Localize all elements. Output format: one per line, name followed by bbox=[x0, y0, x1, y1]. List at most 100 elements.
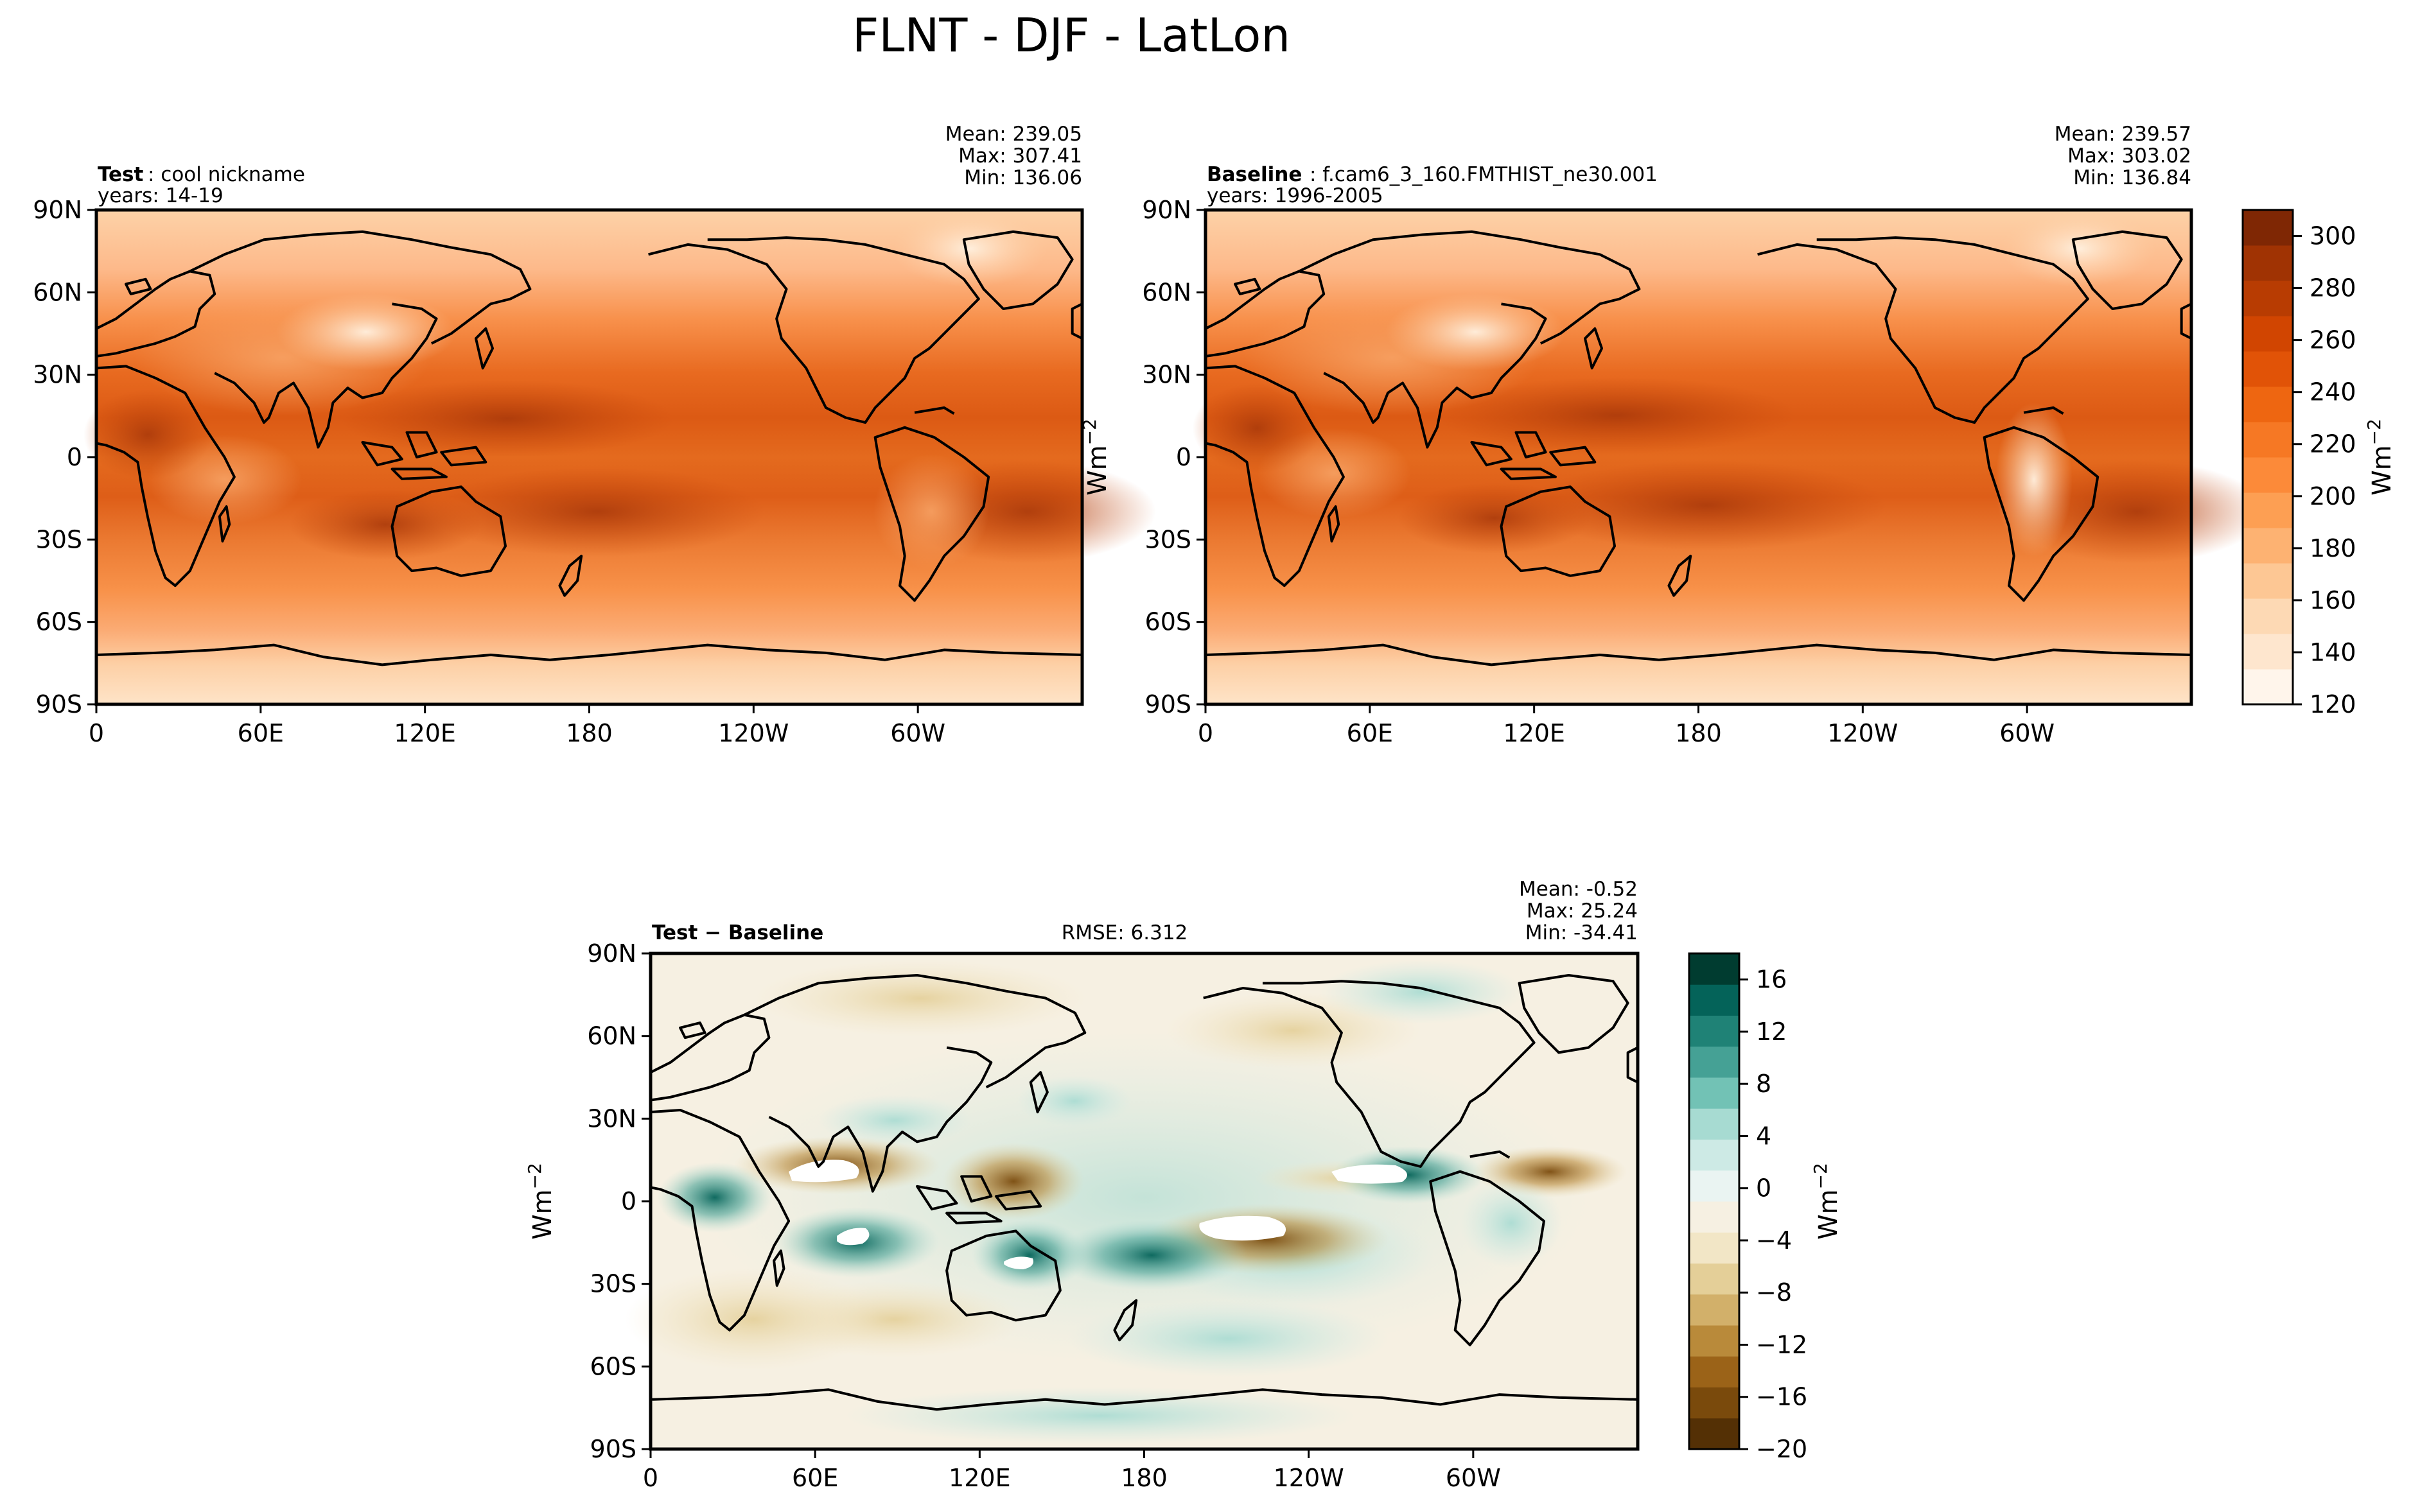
colorbar-segment bbox=[1689, 984, 1739, 1016]
baseline-panel: 90N 60N 30N 0 30S 60S 90S 0 60E 120E 180 120W 60W B… bbox=[1079, 123, 2265, 747]
colorbar-segment bbox=[2243, 281, 2293, 317]
svg-text:Wm−2: Wm−2 bbox=[524, 1163, 557, 1240]
lon-tick-label: 120E bbox=[1503, 719, 1565, 747]
lon-tick-label: 60E bbox=[1347, 719, 1393, 747]
colorbar-segment bbox=[2243, 634, 2293, 670]
test-label-bold: Test bbox=[98, 163, 144, 186]
lon-tick-label: 0 bbox=[643, 1464, 658, 1492]
colorbar-segment bbox=[2243, 210, 2293, 246]
baseline-label-bold: Baseline bbox=[1207, 163, 1302, 186]
diff-lat-ticks: 90N 60N 30N 0 30S 60S 90S bbox=[587, 939, 651, 1463]
colorbar-tick-label: 16 bbox=[1756, 966, 1787, 994]
lon-tick-label: 180 bbox=[1121, 1464, 1168, 1492]
lat-tick-label: 0 bbox=[1176, 443, 1191, 471]
test-lon-ticks: 0 60E 120E 180 120W 60W bbox=[89, 704, 945, 747]
lon-tick-label: 180 bbox=[566, 719, 613, 747]
diff-stat-max: Max: 25.24 bbox=[1527, 899, 1638, 923]
diff-ylabel-sup: −2 bbox=[524, 1163, 545, 1189]
diff-colorbar-label-text: Wm bbox=[1814, 1189, 1843, 1240]
colorbar-tick-label: 240 bbox=[2310, 378, 2356, 406]
colorbar-tick-label: −16 bbox=[1756, 1383, 1807, 1411]
colorbar-segment bbox=[1689, 1263, 1739, 1295]
colorbar-segment bbox=[1689, 1418, 1739, 1450]
lon-tick-label: 120W bbox=[1274, 1464, 1344, 1492]
colorbar-tick-label: 8 bbox=[1756, 1070, 1771, 1098]
test-panel: 90N 60N 30N 0 30S 60S 90S 0 60E 120E 180 120W 60W T… bbox=[33, 123, 1156, 747]
lat-tick-label: 0 bbox=[67, 443, 82, 471]
colorbar-segment bbox=[2243, 492, 2293, 528]
lon-tick-label: 60W bbox=[1446, 1464, 1501, 1492]
test-field bbox=[83, 210, 1156, 704]
diff-label: Test − Baseline bbox=[652, 921, 823, 944]
baseline-label-rest: : f.cam6_3_160.FMTHIST_ne30.001 bbox=[1310, 163, 1658, 186]
colorbar-tick-label: 280 bbox=[2310, 274, 2356, 302]
colorbar-segment bbox=[1689, 1232, 1739, 1264]
colorbar-tick-label: 220 bbox=[2310, 430, 2356, 458]
colorbar-segment bbox=[2243, 457, 2293, 493]
lat-tick-label: 30N bbox=[1142, 361, 1191, 389]
colorbar-segment bbox=[1689, 1139, 1739, 1171]
colorbar-tick-label: 140 bbox=[2310, 638, 2356, 666]
baseline-stat-max: Max: 303.02 bbox=[2067, 144, 2191, 168]
baseline-stat-mean: Mean: 239.57 bbox=[2055, 123, 2191, 146]
lon-tick-label: 0 bbox=[1198, 719, 1213, 747]
baseline-lat-ticks: 90N 60N 30N 0 30S 60S 90S bbox=[1142, 196, 1206, 718]
baseline-field bbox=[1193, 210, 2265, 704]
lat-tick-label: 60N bbox=[587, 1022, 636, 1050]
main-colorbar-label-text: Wm bbox=[2367, 445, 2397, 496]
lon-tick-label: 120W bbox=[1827, 719, 1898, 747]
baseline-stat-min: Min: 136.84 bbox=[2073, 166, 2191, 189]
lon-tick-label: 120W bbox=[718, 719, 789, 747]
main-colorbar-ticks: 300 280 260 240 220 200 180 160 140 120 bbox=[2293, 222, 2356, 718]
diff-panel: 90N 60N 30N 0 30S 60S 90S 0 60E 120E 180 120W 60W T… bbox=[524, 878, 1640, 1492]
diff-lon-ticks: 0 60E 120E 180 120W 60W bbox=[643, 1449, 1501, 1492]
colorbar-segment bbox=[2243, 316, 2293, 352]
colorbar-segment bbox=[2243, 387, 2293, 422]
lat-tick-label: 30S bbox=[1145, 525, 1191, 553]
figure-title: FLNT - DJF - LatLon bbox=[852, 8, 1290, 62]
colorbar-segment bbox=[1689, 953, 1739, 985]
main-colorbar-label: Wm−2 bbox=[2363, 419, 2397, 496]
colorbar-tick-label: 160 bbox=[2310, 586, 2356, 614]
lon-tick-label: 0 bbox=[89, 719, 104, 747]
colorbar-tick-label: 0 bbox=[1756, 1174, 1771, 1203]
diff-ylabel-text: Wm bbox=[528, 1189, 557, 1240]
colorbar-segment bbox=[1689, 1356, 1739, 1387]
lat-tick-label: 90N bbox=[1142, 196, 1191, 224]
test-subtitle: years: 14-19 bbox=[98, 184, 224, 207]
test-label-rest: : cool nickname bbox=[148, 163, 305, 186]
main-colorbar: 300 280 260 240 220 200 180 160 140 120 Wm−2 bbox=[2241, 209, 2397, 718]
diff-stat-mean: Mean: -0.52 bbox=[1519, 878, 1638, 901]
lon-tick-label: 120E bbox=[949, 1464, 1011, 1492]
lat-tick-label: 90N bbox=[33, 196, 82, 224]
colorbar-tick-label: 12 bbox=[1756, 1018, 1787, 1046]
diff-ylabel: Wm−2 bbox=[524, 1163, 557, 1240]
colorbar-segment bbox=[1689, 1201, 1739, 1233]
colorbar-tick-label: 4 bbox=[1756, 1122, 1771, 1150]
colorbar-segment bbox=[2243, 669, 2293, 705]
colorbar-segment bbox=[1689, 1294, 1739, 1326]
lat-tick-label: 30S bbox=[590, 1270, 636, 1298]
colorbar-segment bbox=[1689, 1325, 1739, 1357]
lon-tick-label: 60E bbox=[792, 1464, 838, 1492]
colorbar-tick-label: −20 bbox=[1756, 1435, 1807, 1463]
main-colorbar-segments bbox=[2243, 210, 2293, 705]
diff-colorbar-segments bbox=[1689, 953, 1739, 1450]
lat-tick-label: 60N bbox=[1142, 278, 1191, 306]
lat-tick-label: 30S bbox=[36, 525, 82, 553]
colorbar-segment bbox=[1689, 1108, 1739, 1140]
colorbar-segment bbox=[2243, 351, 2293, 387]
lon-tick-label: 60W bbox=[890, 719, 945, 747]
diff-colorbar-label: Wm−2 bbox=[1810, 1163, 1843, 1240]
svg-text:Wm−2: Wm−2 bbox=[1079, 419, 1112, 496]
lat-tick-label: 90S bbox=[36, 690, 82, 718]
lat-tick-label: 60S bbox=[590, 1352, 636, 1380]
colorbar-segment bbox=[1689, 1015, 1739, 1047]
colorbar-segment bbox=[1689, 1046, 1739, 1078]
lat-tick-label: 60S bbox=[36, 608, 82, 636]
diff-colorbar: 16 12 8 4 0 −4 −8 −12 −16 −20 Wm−2 bbox=[1688, 952, 1843, 1463]
lat-tick-label: 90S bbox=[1145, 690, 1191, 718]
lon-tick-label: 180 bbox=[1675, 719, 1722, 747]
lat-tick-label: 90N bbox=[587, 939, 636, 968]
